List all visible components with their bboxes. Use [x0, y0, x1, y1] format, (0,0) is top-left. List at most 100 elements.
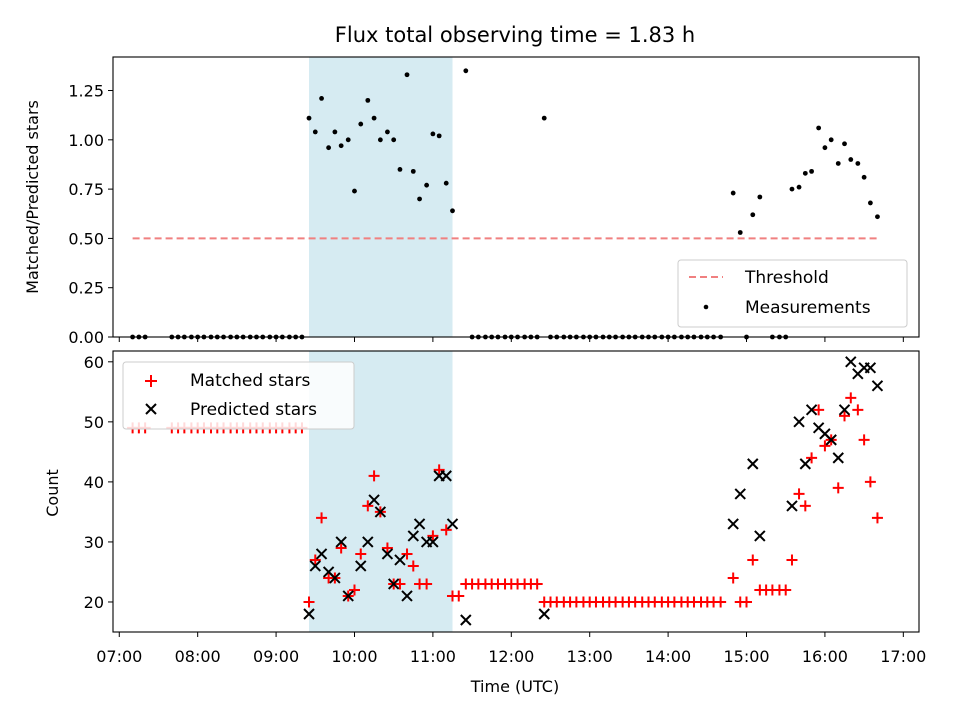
matched-star-point [381, 542, 393, 554]
measurement-point [789, 186, 795, 192]
bottom-x-tick-label: 15:00 [723, 647, 769, 666]
matched-star-point [786, 554, 798, 566]
predicted-star-point [786, 500, 798, 512]
top-y-tick-label: 1.25 [68, 82, 104, 101]
bottom-x-tick-label: 07:00 [96, 647, 142, 666]
predicted-star-point [871, 380, 884, 392]
predicted-star-point [315, 548, 328, 560]
matched-star-point [348, 584, 360, 596]
matched-star-point [799, 500, 811, 512]
measurement-point [848, 157, 854, 162]
predicted-star-point [394, 554, 406, 566]
predicted-star-point [342, 590, 354, 602]
top-y-tick-label: 0.50 [68, 229, 104, 248]
bottom-x-axis-label: Time (UTC) [470, 677, 559, 696]
predicted-star-point [355, 560, 367, 572]
bottom-x-tick-label: 08:00 [175, 647, 221, 666]
matched-star-point [401, 548, 413, 560]
measurement-point [306, 115, 312, 121]
measurement-point [463, 68, 469, 74]
matched-star-point [427, 530, 439, 542]
predicted-star-point [309, 560, 321, 572]
measurement-point [417, 196, 422, 202]
predicted-star-point [407, 530, 419, 542]
bottom-legend-box [122, 361, 355, 430]
measurement-point [436, 133, 442, 139]
matched-star-point [368, 470, 380, 482]
matched-star-point [303, 596, 315, 608]
predicted-star-point [845, 356, 857, 368]
measurement-point [332, 129, 338, 135]
measurement-point [345, 137, 351, 143]
predicted-star-point [460, 614, 472, 626]
measurement-point [828, 137, 834, 143]
top-highlight-span [309, 57, 453, 337]
measurement-point [319, 96, 324, 101]
matched-star-point [407, 560, 419, 572]
bottom-y-tick-label: 30 [84, 533, 104, 552]
matched-star-point [440, 524, 452, 536]
predicted-star-point [446, 518, 459, 530]
top-legend-box [677, 259, 908, 328]
matched-star-point [355, 548, 367, 560]
measurement-point [371, 115, 377, 121]
matched-star-point [852, 404, 864, 416]
predicted-star-point [727, 518, 739, 530]
measurement-point [326, 145, 332, 151]
matched-star-point [316, 512, 328, 524]
bottom-panel: 20 30 40 50 60 07:00 08:00 09:00 10:00 11:00 12:0… [43, 350, 926, 696]
top-y-ticks: 0.00 0.25 0.50 0.75 1.00 1.25 [68, 82, 113, 347]
predicted-star-point [864, 362, 877, 374]
predicted-star-point [368, 494, 380, 506]
measurement-point [861, 174, 867, 180]
bottom-x-tick-label: 12:00 [488, 647, 534, 666]
predicted-star-point [335, 536, 347, 548]
measurement-point [809, 168, 814, 174]
legend-matched-label: Matched stars [190, 371, 310, 391]
measurement-point [338, 143, 344, 149]
matched-star-point [780, 584, 792, 596]
measurement-point [358, 121, 364, 127]
predicted-star-point [734, 488, 746, 500]
measurement-point [867, 200, 873, 206]
measurement-point [816, 125, 822, 131]
matched-star-point [871, 512, 883, 524]
bottom-x-tick-label: 16:00 [802, 647, 848, 666]
measurement-point [750, 212, 756, 218]
predicted-star-point [303, 608, 315, 620]
matched-star-point [421, 578, 433, 590]
measurement-point [802, 170, 808, 176]
legend-matched-swatch [145, 375, 157, 387]
bottom-x-ticks: 07:00 08:00 09:00 10:00 11:00 12:00 13:00 14:00… [96, 632, 926, 666]
bottom-axes-frame [112, 350, 920, 633]
predicted-star-point [838, 404, 851, 416]
top-panel: 0.00 0.25 0.50 0.75 1.00 1.25 Matched/Predict… [23, 56, 920, 347]
legend-threshold-label: Threshold [744, 268, 829, 288]
measurement-point [410, 168, 416, 174]
measurement-point [822, 145, 828, 151]
bottom-x-tick-label: 13:00 [567, 647, 613, 666]
matched-star-point [793, 488, 805, 500]
matched-star-point [309, 554, 321, 566]
matched-star-point [715, 596, 727, 608]
predicted-star-point [427, 536, 439, 548]
bottom-x-tick-label: 09:00 [253, 647, 299, 666]
measurement-point [855, 161, 861, 166]
measurement-point [377, 137, 383, 143]
measurement-point [312, 129, 318, 135]
matched-star-point [832, 482, 844, 494]
top-y-tick-label: 0.25 [68, 279, 104, 298]
predicted-star-point [401, 590, 413, 602]
bottom-x-tick-label: 14:00 [645, 647, 691, 666]
predicted-star-point [747, 458, 759, 470]
matched-star-point [531, 578, 543, 590]
predicted-star-point [440, 470, 452, 482]
measurement-point [541, 115, 547, 121]
bottom-x-tick-label: 10:00 [331, 647, 377, 666]
measurement-point [404, 72, 410, 78]
predicted-star-point [799, 458, 812, 470]
measurement-point [352, 188, 357, 194]
top-y-tick-label: 0.00 [68, 328, 104, 347]
figure-title: Flux total observing time = 1.83 h [335, 23, 695, 47]
